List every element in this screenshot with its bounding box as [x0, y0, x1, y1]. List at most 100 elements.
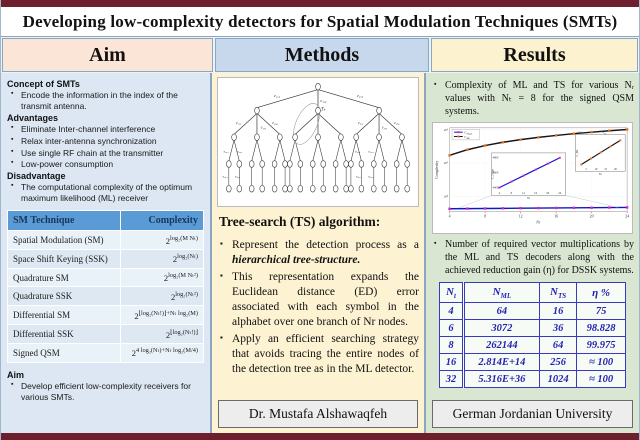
formula-exponent: 4 log₂(Nₜ)+Nₜ log₂(M/4)	[135, 347, 198, 355]
tree-node	[249, 185, 255, 193]
complexity-cell: 2log₂(Nₜ)	[120, 248, 204, 269]
tree-node	[277, 133, 283, 141]
table-row: 4 64 16 75	[439, 302, 626, 321]
tree-edge-label: e₁,₂	[320, 98, 326, 104]
chart-series	[499, 157, 561, 189]
aim-column: Concept of SMTs ▪ Encode the information i…	[1, 73, 212, 433]
tree-edge	[294, 113, 319, 135]
table-cell: 64	[538, 336, 578, 355]
chart-text: CML	[464, 135, 470, 140]
tree-node	[338, 133, 344, 141]
tree-node	[282, 185, 288, 193]
tree-edge	[317, 89, 380, 109]
results-bullet-2: ▪ Number of required vector multiplicati…	[431, 238, 634, 277]
results-bullet-1: ▪ Complexity of ML and TS for various Nᵣ…	[431, 79, 634, 118]
tree-edge-label: e₂,₄	[272, 121, 278, 126]
chart-text: Complexity	[435, 161, 439, 179]
tree-node	[320, 185, 326, 193]
column-header: NTS	[538, 281, 578, 304]
aim-statement-heading: Aim	[7, 369, 25, 380]
chart-rect	[546, 162, 549, 165]
bullet-text: Relax inter-antenna synchronization	[21, 135, 157, 146]
tree-edge	[373, 140, 380, 162]
column-header-sub: t	[453, 291, 456, 300]
tree-edge-label: e₄,₂	[369, 174, 375, 179]
tree-edge-label: e₂,₂	[236, 121, 242, 126]
tree-node	[315, 133, 321, 141]
tree-node	[343, 185, 349, 193]
chart-text: 15	[604, 167, 607, 171]
tree-node	[343, 160, 349, 168]
title-band: Developing low-complexity detectors for …	[1, 7, 639, 37]
chart-text: Nr	[526, 196, 531, 200]
bullet-text: Develop efficient low-complexity receive…	[21, 380, 191, 402]
complexity-cell: 2⌊log₂(Nₜ!)⌋+Nₜ log₂(M)	[120, 305, 204, 326]
chart-rect	[590, 206, 593, 209]
tree-edge	[317, 140, 324, 162]
header-methods: Methods	[215, 38, 429, 72]
tree-edge	[256, 113, 281, 135]
tree-node	[259, 185, 265, 193]
bullet-item: ▪ Develop efficient low-complexity receiv…	[7, 381, 204, 403]
formula-exponent: ⌊log₂(Nₜ!)⌋+Nₜ log₂(M)	[138, 309, 198, 317]
tree-node	[254, 133, 260, 141]
chart-text: C_ML	[575, 149, 579, 157]
chart-text: 20	[590, 215, 594, 219]
chart-rect	[572, 206, 576, 210]
tree-node	[271, 185, 278, 193]
bullet-text: Eliminate Inter-channel interference	[21, 123, 156, 134]
tree-edge-label: e₂,₆	[394, 121, 400, 126]
tree-node	[358, 160, 365, 168]
chart-rect	[498, 186, 501, 189]
formula-base: 2	[165, 329, 171, 340]
bullet-item: ▪ Encode the information in the index of …	[7, 90, 204, 112]
tree-node	[254, 106, 260, 115]
table-cell: 262144	[462, 336, 540, 355]
ts-algorithm-heading: Tree-search (TS) algorithm:	[219, 214, 381, 229]
bullet-text: Encode the information in the index of t…	[21, 90, 178, 111]
tree-node	[376, 133, 382, 141]
bullet-marker: ▪	[11, 380, 14, 388]
tree-edge-label: Tₖ	[321, 108, 327, 113]
table-cell: 36	[538, 319, 578, 338]
section-heading: Disadvantage	[7, 171, 66, 182]
chart-rect	[572, 132, 576, 135]
top-accent-bar	[1, 0, 639, 7]
table-cell: 16	[538, 302, 578, 321]
tree-node	[310, 160, 316, 168]
chart-line	[458, 195, 492, 209]
tree-node	[381, 185, 387, 193]
table-row: Space Shift Keying (SSK) 2log₂(Nₜ)	[6, 248, 204, 269]
table-cell: ≈ 100	[576, 370, 626, 389]
tree-edge-label: e₄,₁	[223, 174, 228, 179]
chart-rect	[448, 207, 451, 210]
tree-edge-label: e₂,₁	[358, 121, 364, 126]
chart-text: 24	[625, 215, 629, 219]
chart-rect	[554, 206, 558, 210]
formula-base: 2	[171, 291, 176, 302]
tree-node	[394, 185, 400, 193]
chart-text: 20	[546, 191, 549, 195]
header-results: Results	[431, 38, 638, 72]
table-cell: 2.814E+14	[462, 353, 540, 372]
bottom-accent-bar	[1, 433, 639, 440]
bullet-marker: ▪	[220, 332, 223, 342]
tree-edge	[317, 113, 342, 135]
chart-rect	[608, 129, 611, 132]
bullet-marker: ▪	[220, 239, 223, 248]
bullet-marker: ▪	[11, 123, 14, 131]
table-cell: 32	[439, 370, 465, 389]
chart-text: 24	[558, 191, 561, 195]
tree-edge	[233, 140, 240, 162]
chart-text: 4	[449, 215, 451, 219]
complexity-cell: 2⌊log₂(Nₜ!)⌋	[120, 324, 204, 344]
tree-node	[236, 185, 242, 193]
methods-bullets: ▪ Represent the detection process as a hi…	[217, 236, 419, 378]
table-cell: 1024	[538, 370, 578, 389]
chart-rect	[625, 128, 629, 131]
chart-rect	[519, 138, 522, 141]
formula-exponent: log₂(M Nₜ²)	[168, 272, 198, 280]
bullet-item: ▪ This representation expands the Euclide…	[217, 270, 419, 330]
chart-rect	[554, 134, 558, 137]
tree-edge	[350, 140, 357, 162]
